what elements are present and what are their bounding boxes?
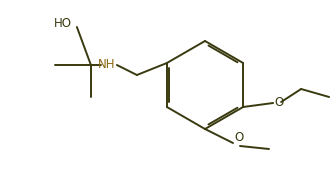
Text: O: O [234, 131, 243, 144]
Text: NH: NH [97, 57, 115, 71]
Text: O: O [274, 96, 283, 109]
Text: HO: HO [54, 17, 72, 30]
